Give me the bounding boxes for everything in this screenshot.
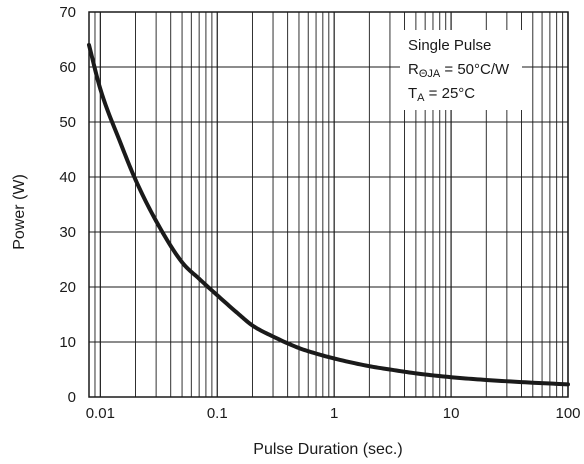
x-tick-label: 10 (443, 405, 460, 422)
power-curve (87, 43, 570, 387)
y-tick-label: 30 (59, 224, 76, 241)
curve-layer (87, 43, 570, 387)
annotation-t-value: = 25°C (425, 85, 476, 102)
y-tick-label: 10 (59, 334, 76, 351)
y-tick-label: 0 (68, 389, 76, 406)
plot-frame (88, 11, 569, 398)
annotation-r-value: = 50°C/W (440, 61, 510, 78)
x-tick-label: 0.1 (207, 405, 228, 422)
annotation-line-1: Single Pulse (408, 37, 491, 54)
x-axis-label: Pulse Duration (sec.) (253, 441, 402, 458)
y-tick-label: 60 (59, 59, 76, 76)
annotation-t-subscript: A (417, 92, 425, 104)
y-tick-label: 50 (59, 114, 76, 131)
annotation-line-2: RΘJA = 50°C/W (408, 61, 510, 80)
y-tick-label: 70 (59, 4, 76, 21)
annotation-line-3: TA = 25°C (408, 85, 475, 104)
annotation-r-symbol: R (408, 61, 419, 78)
annotation-box: Single Pulse RΘJA = 50°C/W TA = 25°C (400, 30, 522, 110)
y-axis-label: Power (W) (11, 174, 28, 250)
y-tick-label: 40 (59, 169, 76, 186)
y-tick-label: 20 (59, 279, 76, 296)
x-tick-label: 100 (555, 405, 580, 422)
annotation-r-subscript: ΘJA (419, 68, 441, 80)
x-tick-label: 0.01 (86, 405, 115, 422)
tick-labels: 0.01 0.1 1 10 100 0 10 20 30 40 50 60 70 (59, 4, 580, 422)
x-tick-label: 1 (330, 405, 338, 422)
annotation-t-symbol: T (408, 85, 417, 102)
annotation-background (400, 30, 522, 110)
